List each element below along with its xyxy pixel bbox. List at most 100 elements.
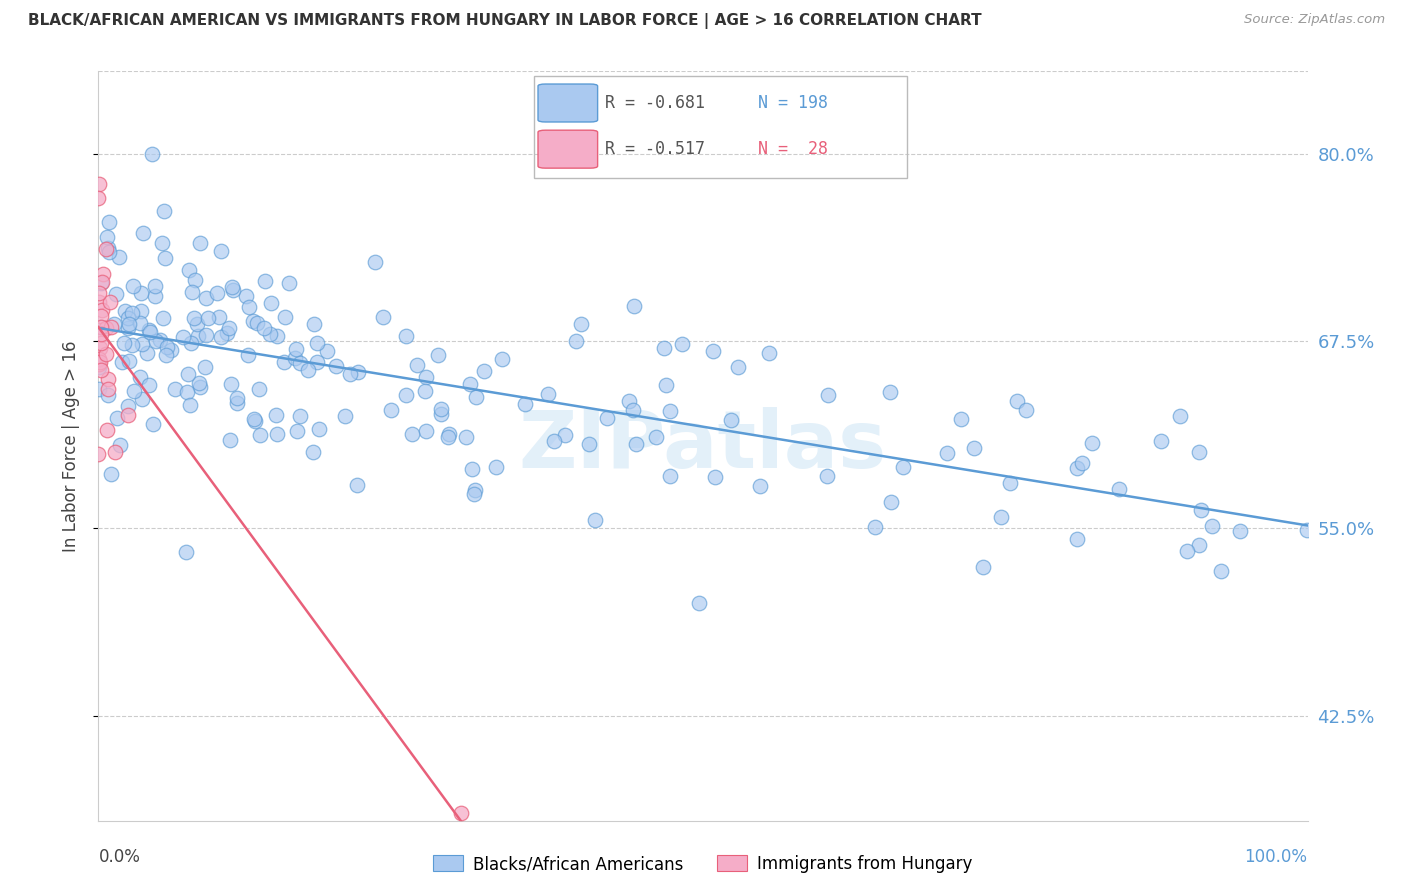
Point bbox=[380, 402, 402, 417]
Point bbox=[143, 289, 166, 303]
Point bbox=[1066, 461, 1088, 475]
Point bbox=[364, 255, 387, 269]
Point bbox=[149, 333, 172, 347]
Point bbox=[156, 340, 179, 354]
Point bbox=[464, 483, 486, 497]
Point bbox=[285, 425, 308, 439]
Point bbox=[935, 446, 957, 460]
Text: N =  28: N = 28 bbox=[758, 140, 828, 158]
Point bbox=[152, 311, 174, 326]
Point bbox=[89, 351, 111, 366]
Point bbox=[415, 370, 437, 384]
Point bbox=[245, 414, 267, 428]
Point bbox=[537, 387, 560, 401]
Point bbox=[274, 310, 297, 325]
Text: 100.0%: 100.0% bbox=[1244, 847, 1308, 865]
Point bbox=[87, 447, 110, 461]
Point bbox=[243, 411, 266, 425]
Point bbox=[91, 267, 114, 281]
Point bbox=[339, 367, 361, 381]
Point bbox=[141, 147, 163, 161]
Point bbox=[990, 509, 1012, 524]
Point bbox=[176, 385, 198, 400]
Point bbox=[138, 325, 160, 339]
Point bbox=[138, 377, 160, 392]
Point bbox=[543, 434, 565, 449]
Point bbox=[105, 287, 128, 301]
Point bbox=[121, 337, 143, 351]
Point bbox=[302, 318, 325, 332]
Y-axis label: In Labor Force | Age > 16: In Labor Force | Age > 16 bbox=[62, 340, 80, 552]
Point bbox=[118, 317, 141, 331]
Point bbox=[150, 235, 173, 250]
Point bbox=[172, 330, 194, 344]
Point bbox=[253, 274, 276, 288]
Point bbox=[249, 382, 271, 396]
Point bbox=[207, 286, 229, 301]
Point bbox=[624, 437, 647, 451]
Point bbox=[461, 462, 484, 476]
Point bbox=[122, 384, 145, 398]
Text: N = 198: N = 198 bbox=[758, 94, 828, 112]
Point bbox=[219, 433, 242, 447]
Point bbox=[658, 404, 681, 418]
Point bbox=[138, 323, 160, 337]
Point bbox=[266, 427, 288, 442]
Point bbox=[180, 335, 202, 350]
Point bbox=[259, 326, 281, 341]
Point bbox=[131, 304, 153, 318]
Point bbox=[129, 316, 152, 330]
Point bbox=[437, 430, 460, 444]
Point bbox=[209, 244, 232, 259]
Text: R = -0.681: R = -0.681 bbox=[605, 94, 704, 112]
Point bbox=[998, 475, 1021, 490]
Point bbox=[1201, 518, 1223, 533]
Point bbox=[87, 286, 110, 301]
Text: ZIPatlas: ZIPatlas bbox=[519, 407, 887, 485]
Point bbox=[87, 382, 110, 396]
Point bbox=[108, 250, 131, 264]
Point bbox=[891, 459, 914, 474]
Text: R = -0.517: R = -0.517 bbox=[605, 140, 704, 158]
Point bbox=[266, 409, 288, 423]
Point bbox=[727, 360, 749, 375]
Legend: Blacks/African Americans, Immigrants from Hungary: Blacks/African Americans, Immigrants fro… bbox=[427, 848, 979, 880]
Point bbox=[1150, 434, 1173, 449]
Point bbox=[184, 273, 207, 287]
Point bbox=[145, 279, 167, 293]
Point bbox=[94, 347, 117, 361]
Point bbox=[1081, 436, 1104, 450]
Point bbox=[197, 310, 219, 325]
Point bbox=[117, 399, 139, 413]
Point bbox=[90, 309, 112, 323]
Point bbox=[236, 349, 259, 363]
Point bbox=[554, 427, 576, 442]
Point bbox=[118, 354, 141, 368]
Point bbox=[153, 204, 176, 219]
Point bbox=[949, 412, 972, 426]
Point bbox=[623, 299, 645, 313]
Point bbox=[129, 370, 152, 384]
Point bbox=[288, 356, 311, 370]
Point bbox=[114, 304, 136, 318]
Point bbox=[815, 468, 838, 483]
Point bbox=[565, 334, 588, 349]
Point bbox=[159, 343, 181, 357]
Point bbox=[260, 296, 283, 310]
Point bbox=[96, 229, 118, 244]
Point bbox=[266, 329, 288, 343]
Point bbox=[186, 317, 208, 331]
Point bbox=[187, 376, 209, 390]
Point bbox=[246, 316, 269, 330]
Point bbox=[112, 336, 135, 351]
Point bbox=[219, 377, 242, 392]
Point bbox=[176, 544, 198, 558]
Point bbox=[117, 311, 139, 326]
Point bbox=[121, 306, 143, 320]
Point bbox=[221, 280, 243, 294]
Point bbox=[181, 285, 204, 299]
Point bbox=[89, 341, 111, 355]
Point bbox=[1209, 564, 1232, 578]
Point bbox=[145, 334, 167, 348]
Point bbox=[94, 321, 117, 335]
